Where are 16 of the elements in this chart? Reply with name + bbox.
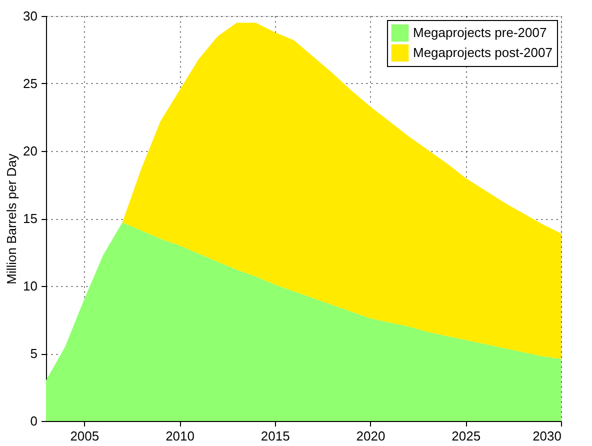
y-tick-label: 15: [23, 211, 38, 226]
y-tick-label: 25: [23, 76, 38, 91]
y-tick-label: 30: [23, 8, 38, 24]
y-tick-label: 0: [30, 414, 38, 428]
y-tick-label: 10: [23, 278, 38, 294]
x-tick-label: 2015: [260, 428, 290, 444]
legend-label: Megaprojects post-2007: [413, 45, 552, 60]
y-tick-label: 20: [23, 144, 38, 158]
x-tick-label: 2030: [532, 428, 562, 444]
x-tick-label: 2005: [70, 428, 100, 444]
y-tick-label: 5: [30, 346, 38, 361]
x-tick-label: 2010: [166, 428, 194, 444]
x-tick-label: 2020: [356, 428, 386, 444]
x-tick-label: 2025: [452, 428, 481, 444]
legend-label: Megaprojects pre-2007: [413, 25, 547, 40]
y-axis-title: Million Barrels per Day: [4, 153, 20, 284]
